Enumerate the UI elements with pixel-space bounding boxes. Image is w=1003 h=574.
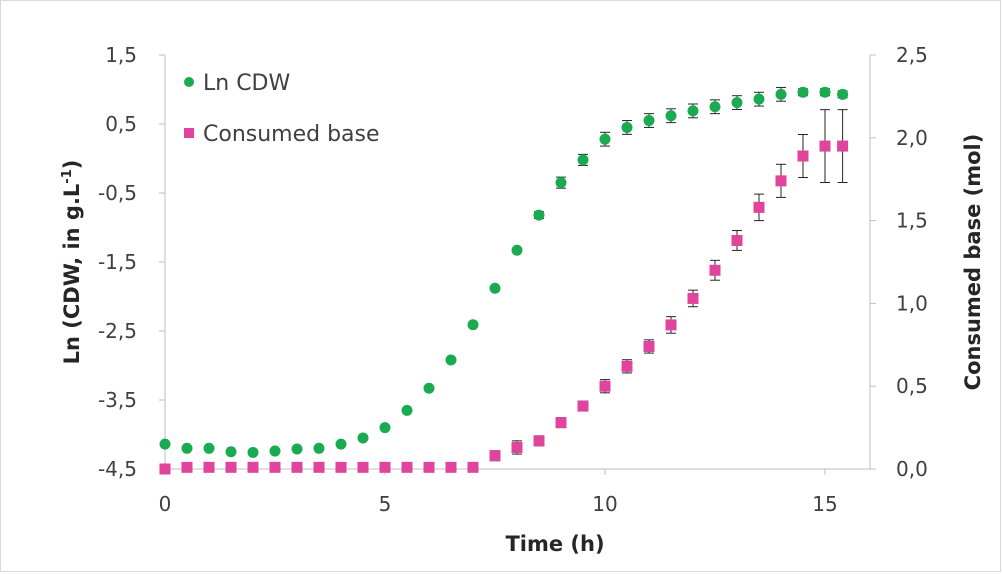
data-point-ln-cdw bbox=[709, 101, 721, 113]
data-point-ln-cdw bbox=[423, 382, 435, 394]
data-point-ln-cdw bbox=[837, 88, 849, 100]
x-tick-label: 15 bbox=[812, 492, 837, 516]
data-point-ln-cdw bbox=[753, 93, 765, 105]
y-left-tick-label: 1,5 bbox=[105, 43, 137, 67]
data-point-consumed-base bbox=[621, 360, 633, 372]
data-point-consumed-base bbox=[709, 264, 721, 276]
data-point-consumed-base bbox=[159, 463, 171, 475]
legend-marker-consumed-base bbox=[184, 128, 194, 138]
data-point-consumed-base bbox=[247, 461, 259, 473]
data-point-consumed-base bbox=[687, 292, 699, 304]
data-point-consumed-base bbox=[467, 461, 479, 473]
data-point-consumed-base bbox=[643, 340, 655, 352]
data-point-ln-cdw bbox=[379, 422, 391, 434]
data-point-consumed-base bbox=[335, 461, 347, 473]
data-point-consumed-base bbox=[837, 140, 849, 152]
data-point-consumed-base bbox=[819, 140, 831, 152]
data-point-ln-cdw bbox=[599, 133, 611, 145]
data-point-consumed-base bbox=[445, 461, 457, 473]
y-right-tick-label: 1,5 bbox=[896, 209, 928, 233]
data-point-ln-cdw bbox=[731, 97, 743, 109]
data-point-ln-cdw bbox=[797, 86, 809, 98]
data-point-ln-cdw bbox=[643, 115, 655, 127]
data-point-ln-cdw bbox=[247, 446, 259, 458]
data-point-consumed-base bbox=[665, 319, 677, 331]
data-point-consumed-base bbox=[379, 461, 391, 473]
y-right-tick-label: 2,0 bbox=[896, 126, 928, 150]
data-point-ln-cdw bbox=[203, 442, 215, 454]
data-point-consumed-base bbox=[533, 435, 545, 447]
data-point-ln-cdw bbox=[335, 438, 347, 450]
y-right-tick-label: 1,0 bbox=[896, 291, 928, 315]
data-point-ln-cdw bbox=[665, 110, 677, 122]
data-point-ln-cdw bbox=[555, 177, 567, 189]
data-point-consumed-base bbox=[797, 150, 809, 162]
y-right-tick-label: 0,0 bbox=[896, 457, 928, 481]
y-left-tick-label: -0,5 bbox=[98, 181, 137, 205]
legend-label-consumed-base: Consumed base bbox=[203, 122, 380, 147]
data-point-consumed-base bbox=[731, 234, 743, 246]
data-point-consumed-base bbox=[489, 450, 501, 462]
data-point-ln-cdw bbox=[291, 443, 303, 455]
data-point-ln-cdw bbox=[577, 154, 589, 166]
axes bbox=[159, 54, 876, 475]
y-left-tick-label: -2,5 bbox=[98, 319, 137, 343]
legend-label-ln-cdw: Ln CDW bbox=[203, 71, 290, 96]
data-point-consumed-base bbox=[775, 175, 787, 187]
data-point-consumed-base bbox=[753, 201, 765, 213]
data-point-consumed-base bbox=[225, 461, 237, 473]
data-point-consumed-base bbox=[401, 461, 413, 473]
data-point-ln-cdw bbox=[357, 432, 369, 444]
data-point-ln-cdw bbox=[181, 442, 193, 454]
data-point-consumed-base bbox=[269, 461, 281, 473]
data-point-ln-cdw bbox=[445, 354, 457, 366]
y-right-tick-label: 0,5 bbox=[896, 374, 928, 398]
data-point-consumed-base bbox=[313, 461, 325, 473]
data-point-ln-cdw bbox=[819, 86, 831, 98]
data-point-consumed-base bbox=[357, 461, 369, 473]
y-left-tick-label: -3,5 bbox=[98, 388, 137, 412]
legend: Ln CDW Consumed base bbox=[184, 71, 380, 147]
x-tick-label: 0 bbox=[159, 492, 172, 516]
data-point-ln-cdw bbox=[159, 438, 171, 450]
y-left-tick-label: 0,5 bbox=[105, 112, 137, 136]
data-point-consumed-base bbox=[203, 461, 215, 473]
data-point-ln-cdw bbox=[313, 442, 325, 454]
data-point-ln-cdw bbox=[401, 404, 413, 416]
x-tick-label: 5 bbox=[379, 492, 392, 516]
data-points bbox=[159, 86, 849, 475]
data-point-consumed-base bbox=[577, 400, 589, 412]
x-axis-title: Time (h) bbox=[505, 532, 604, 556]
data-point-ln-cdw bbox=[621, 121, 633, 133]
error-bars bbox=[490, 86, 848, 462]
x-tick-label: 10 bbox=[592, 492, 617, 516]
data-point-consumed-base bbox=[291, 461, 303, 473]
tick-labels: 0 5 10 15 1,5 0,5 -0,5 -1,5 -2,5 -3,5 -4,5 2,5 2,0 1,… bbox=[98, 43, 928, 516]
data-point-ln-cdw bbox=[269, 445, 281, 457]
y-axis-right-title: Consumed base (mol) bbox=[961, 134, 985, 391]
data-point-consumed-base bbox=[599, 380, 611, 392]
data-point-ln-cdw bbox=[225, 446, 237, 458]
data-point-consumed-base bbox=[423, 461, 435, 473]
data-point-ln-cdw bbox=[511, 244, 523, 256]
data-point-ln-cdw bbox=[489, 282, 501, 294]
y-right-tick-label: 2,5 bbox=[896, 43, 928, 67]
data-point-ln-cdw bbox=[467, 319, 479, 331]
data-point-ln-cdw bbox=[775, 88, 787, 100]
data-point-consumed-base bbox=[181, 461, 193, 473]
y-left-tick-label: -1,5 bbox=[98, 250, 137, 274]
legend-marker-ln-cdw bbox=[184, 77, 194, 87]
data-point-consumed-base bbox=[511, 441, 523, 453]
data-point-consumed-base bbox=[555, 417, 567, 429]
data-point-ln-cdw bbox=[687, 105, 699, 117]
y-left-tick-label: -4,5 bbox=[98, 457, 137, 481]
data-point-ln-cdw bbox=[533, 209, 545, 221]
y-axis-left-title: Ln (CDW, in g.L-1) bbox=[60, 160, 84, 365]
